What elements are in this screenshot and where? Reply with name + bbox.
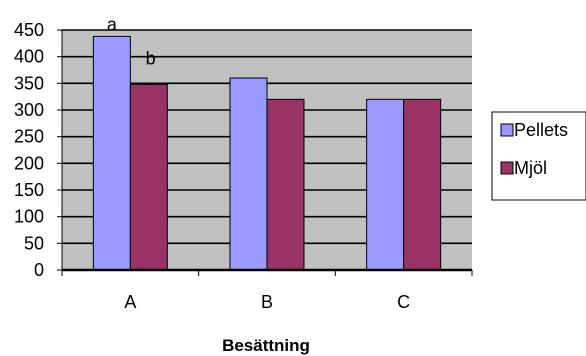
bar-mjl-b — [266, 98, 305, 271]
y-tick-labels: 0 50 100 150 200 250 300 350 400 450 — [14, 20, 44, 280]
bar-mjl-a — [129, 83, 168, 271]
legend: Pellets Mjöl — [491, 111, 586, 201]
y-tick-label: 200 — [14, 153, 44, 173]
y-tick-label: 150 — [14, 180, 44, 200]
annotation-label: a — [107, 14, 118, 34]
y-tick-label: 0 — [34, 260, 44, 280]
x-tick-label: B — [261, 292, 273, 312]
bar-mjl-c — [403, 98, 442, 271]
bar-pellets-b — [229, 77, 268, 271]
y-tick-label: 450 — [14, 20, 44, 40]
annotations: ab — [107, 14, 156, 68]
annotation-label: b — [146, 48, 156, 68]
legend-swatch — [500, 161, 514, 175]
y-tick-label: 400 — [14, 47, 44, 67]
y-tick-label: 100 — [14, 207, 44, 227]
y-tick-label: 350 — [14, 73, 44, 93]
bars — [92, 35, 442, 271]
legend-label: Pellets — [514, 120, 568, 140]
x-tick-label: C — [397, 292, 410, 312]
axes — [57, 29, 473, 276]
x-tick-labels: A B C — [124, 292, 410, 312]
bar-pellets-a — [92, 35, 131, 271]
x-tick-label: A — [124, 292, 136, 312]
y-tick-label: 50 — [24, 233, 44, 253]
bar-pellets-c — [366, 98, 405, 271]
y-tick-label: 250 — [14, 127, 44, 147]
x-axis-label: Besättning — [222, 336, 310, 355]
legend-label: Mjöl — [514, 158, 547, 178]
legend-swatch — [500, 123, 514, 137]
y-tick-label: 300 — [14, 100, 44, 120]
